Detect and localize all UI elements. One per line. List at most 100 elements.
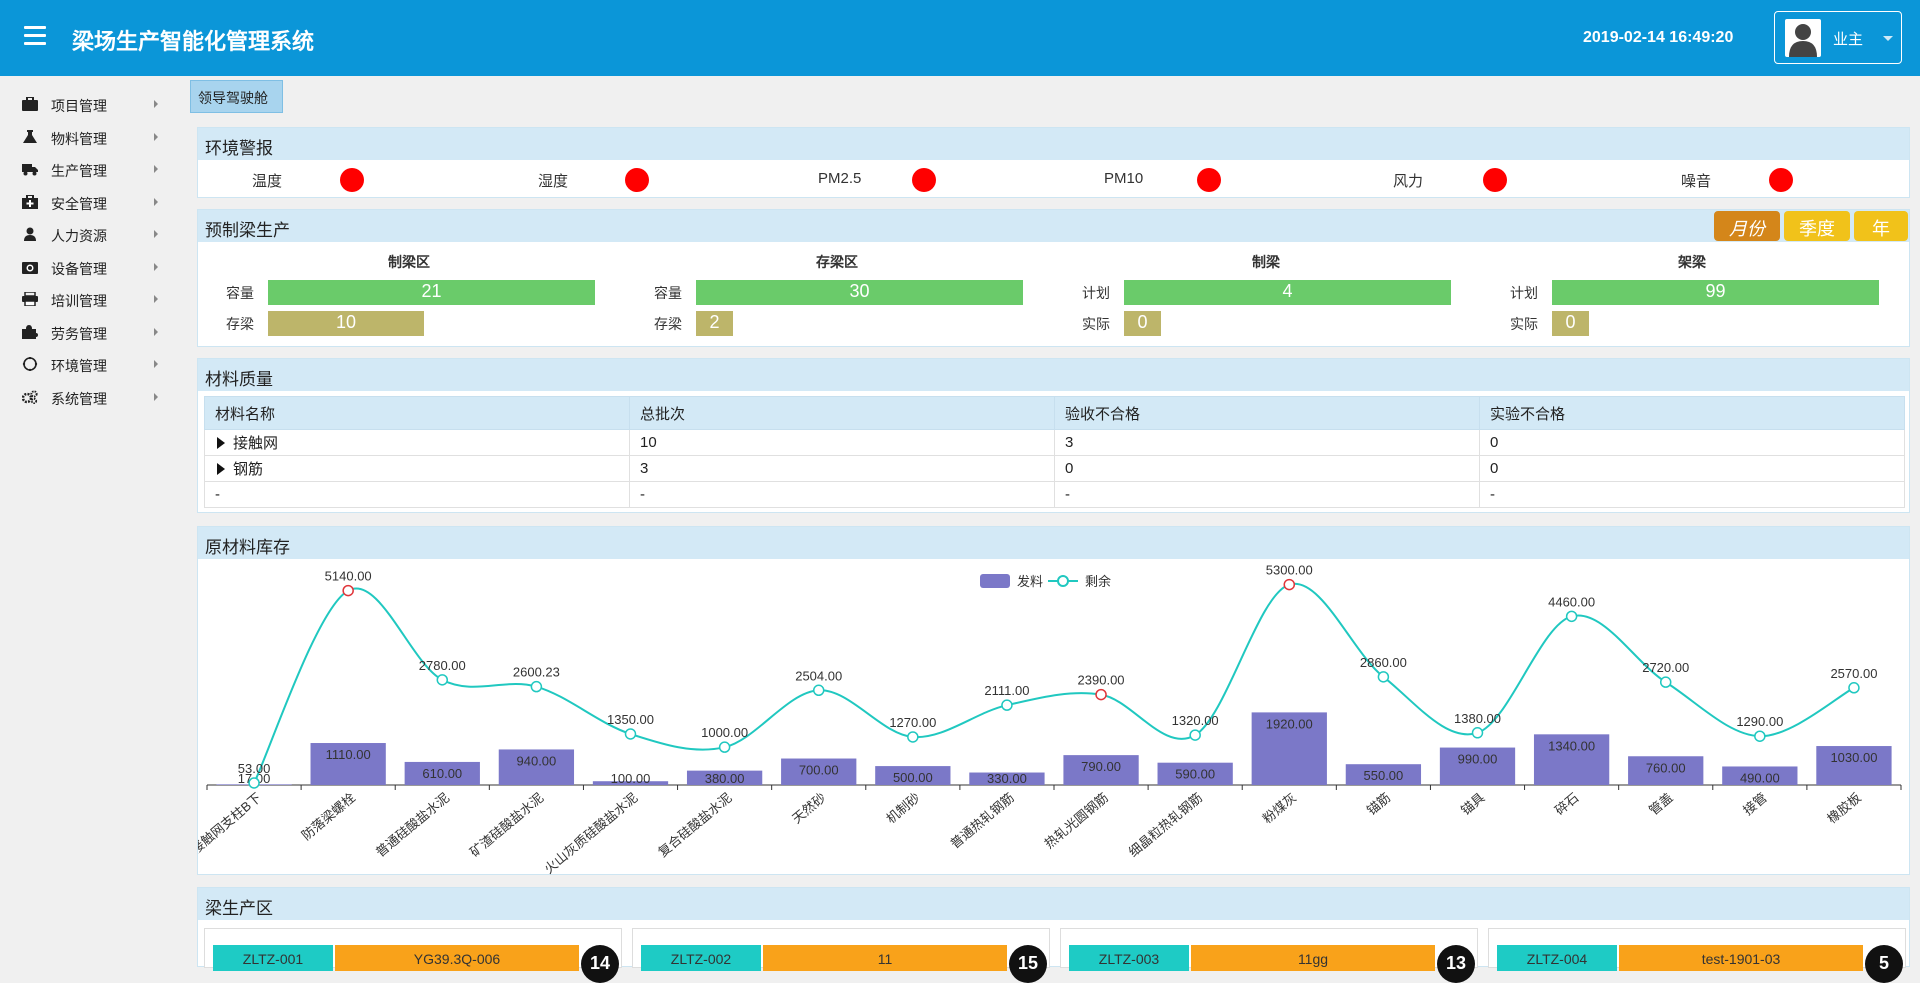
table-cell: 3 <box>629 455 1055 482</box>
line-value-label: 1270.00 <box>889 715 936 730</box>
inventory-panel: 原材料库存 发料剩余17.001110.00610.00940.00100.00… <box>197 526 1910 875</box>
period-quarter-button[interactable]: 季度 <box>1784 211 1850 241</box>
period-month-button[interactable]: 月份 <box>1714 211 1780 241</box>
line-point <box>812 684 825 697</box>
line-point <box>624 728 637 740</box>
bar-value-label: 990.00 <box>1458 752 1498 767</box>
category-label: 复合硅酸盐水泥 <box>655 790 734 860</box>
expand-triangle-icon[interactable] <box>217 437 225 449</box>
category-label: 普通热轧钢筋 <box>947 790 1016 852</box>
bar <box>1628 756 1704 785</box>
sidebar-item-7[interactable]: 劳务管理 <box>0 317 188 347</box>
line-value-label: 1000.00 <box>701 725 748 740</box>
line-value-label: 2390.00 <box>1078 673 1125 688</box>
chevron-down-icon <box>1883 36 1893 41</box>
category-label: 细晶粒热轧钢筋 <box>1126 790 1205 860</box>
chevron-right-icon <box>154 197 158 206</box>
category-label: 接触网支柱B下 <box>198 790 264 857</box>
table-cell: - <box>629 481 1055 508</box>
category-label: 碎石 <box>1552 790 1582 818</box>
table-cell: 钢筋 <box>204 455 630 482</box>
line-point <box>718 741 731 753</box>
sidebar-item-label: 设备管理 <box>51 260 107 277</box>
briefcase-icon <box>22 96 38 111</box>
app-title: 梁场生产智能化管理系统 <box>72 29 315 54</box>
progress-bar: 0 <box>1552 311 1589 336</box>
table-cell: - <box>1479 481 1905 508</box>
menu-icon[interactable] <box>24 26 46 46</box>
bar <box>1722 766 1798 785</box>
line-value-label: 2600.23 <box>513 665 560 680</box>
bar-value-label: 500.00 <box>893 770 933 785</box>
bar <box>686 770 763 785</box>
beam-card[interactable]: ZLTZ-004 test-1901-03 5 <box>1488 928 1906 983</box>
table-row[interactable]: 钢筋 3 0 0 <box>204 455 1905 482</box>
table-cell: - <box>1054 481 1480 508</box>
user-name: 业主 <box>1833 31 1864 48</box>
env-label: 温度 <box>252 173 283 190</box>
sidebar-item-0[interactable]: 项目管理 <box>0 89 188 119</box>
legend-swatch-marker <box>1057 575 1069 587</box>
env-alarm-panel: 环境警报 温度 湿度 PM2.5 PM10 风力 噪音 <box>197 127 1910 198</box>
sidebar-item-1[interactable]: 物料管理 <box>0 122 188 152</box>
sidebar-item-label: 环境管理 <box>51 358 107 374</box>
category-label: 橡胶板 <box>1824 790 1864 827</box>
bar-value-label: 610.00 <box>422 766 462 781</box>
bar-label: 容量 <box>654 285 682 301</box>
beam-count-badge: 5 <box>1865 945 1903 983</box>
sidebar-item-label: 培训管理 <box>51 293 107 309</box>
beam-card[interactable]: ZLTZ-003 11gg 13 <box>1060 928 1478 983</box>
table-row[interactable]: 接触网 10 3 0 <box>204 429 1905 456</box>
bar-value-label: 1110.00 <box>326 747 371 762</box>
bar <box>969 772 1045 785</box>
env-label: PM10 <box>1104 170 1144 187</box>
flask-icon <box>22 129 38 144</box>
alarm-status-dot <box>1483 168 1507 192</box>
cell-text: 接触网 <box>233 435 279 452</box>
env-label: 噪音 <box>1681 173 1712 190</box>
sidebar-item-3[interactable]: 安全管理 <box>0 187 188 217</box>
bar-value-label: 1030.00 <box>1830 750 1877 765</box>
expand-triangle-icon[interactable] <box>217 463 225 475</box>
sidebar-item-2[interactable]: 生产管理 <box>0 154 188 184</box>
cell-text: - <box>640 486 645 503</box>
sidebar-item-8[interactable]: 环境管理 <box>0 349 188 379</box>
category-label: 锚筋 <box>1364 790 1394 818</box>
period-year-button[interactable]: 年 <box>1854 211 1908 241</box>
tab-leader-cockpit[interactable]: 领导驾驶舱 <box>190 80 283 113</box>
chevron-right-icon <box>154 132 158 141</box>
line-point <box>1659 676 1672 688</box>
sidebar-item-5[interactable]: 设备管理 <box>0 252 188 282</box>
alarm-status-dot <box>1769 168 1793 192</box>
bar-value-label: 760.00 <box>1646 760 1686 775</box>
line-value-label: 5140.00 <box>325 569 372 584</box>
zone-title: 制梁区 <box>388 254 430 270</box>
user-menu[interactable]: 业主 <box>1774 11 1902 64</box>
column-header: 验收不合格 <box>1054 396 1480 430</box>
sidebar-item-4[interactable]: 人力资源 <box>0 219 188 249</box>
bar <box>1816 746 1892 785</box>
bar <box>781 758 857 785</box>
bar-value-label: 790.00 <box>1081 759 1121 774</box>
medkit-icon <box>22 193 38 209</box>
sidebar-item-6[interactable]: 培训管理 <box>0 284 188 314</box>
chevron-right-icon <box>154 295 158 303</box>
line-point <box>1001 699 1013 711</box>
alarm-status-dot <box>912 168 936 192</box>
user-icon <box>22 227 38 241</box>
bar-value-label: 380.00 <box>705 771 745 786</box>
panel-title: 预制梁生产 <box>198 210 1909 242</box>
line-point <box>530 680 543 693</box>
bar <box>1345 764 1422 785</box>
bar-label: 实际 <box>1082 316 1110 332</box>
line-value-label: 1290.00 <box>1736 714 1783 729</box>
progress-bar: 30 <box>696 280 1023 305</box>
sidebar-item-9[interactable]: 系统管理 <box>0 382 188 412</box>
beam-card[interactable]: ZLTZ-002 11 15 <box>632 928 1050 983</box>
legend-swatch-bar <box>980 574 1010 588</box>
beam-card[interactable]: ZLTZ-001 YG39.3Q-006 14 <box>204 928 622 983</box>
progress-bar: 10 <box>268 311 424 336</box>
bar-value-label: 700.00 <box>799 763 839 778</box>
bar <box>1439 747 1516 785</box>
bar-value-label: 940.00 <box>517 753 557 768</box>
